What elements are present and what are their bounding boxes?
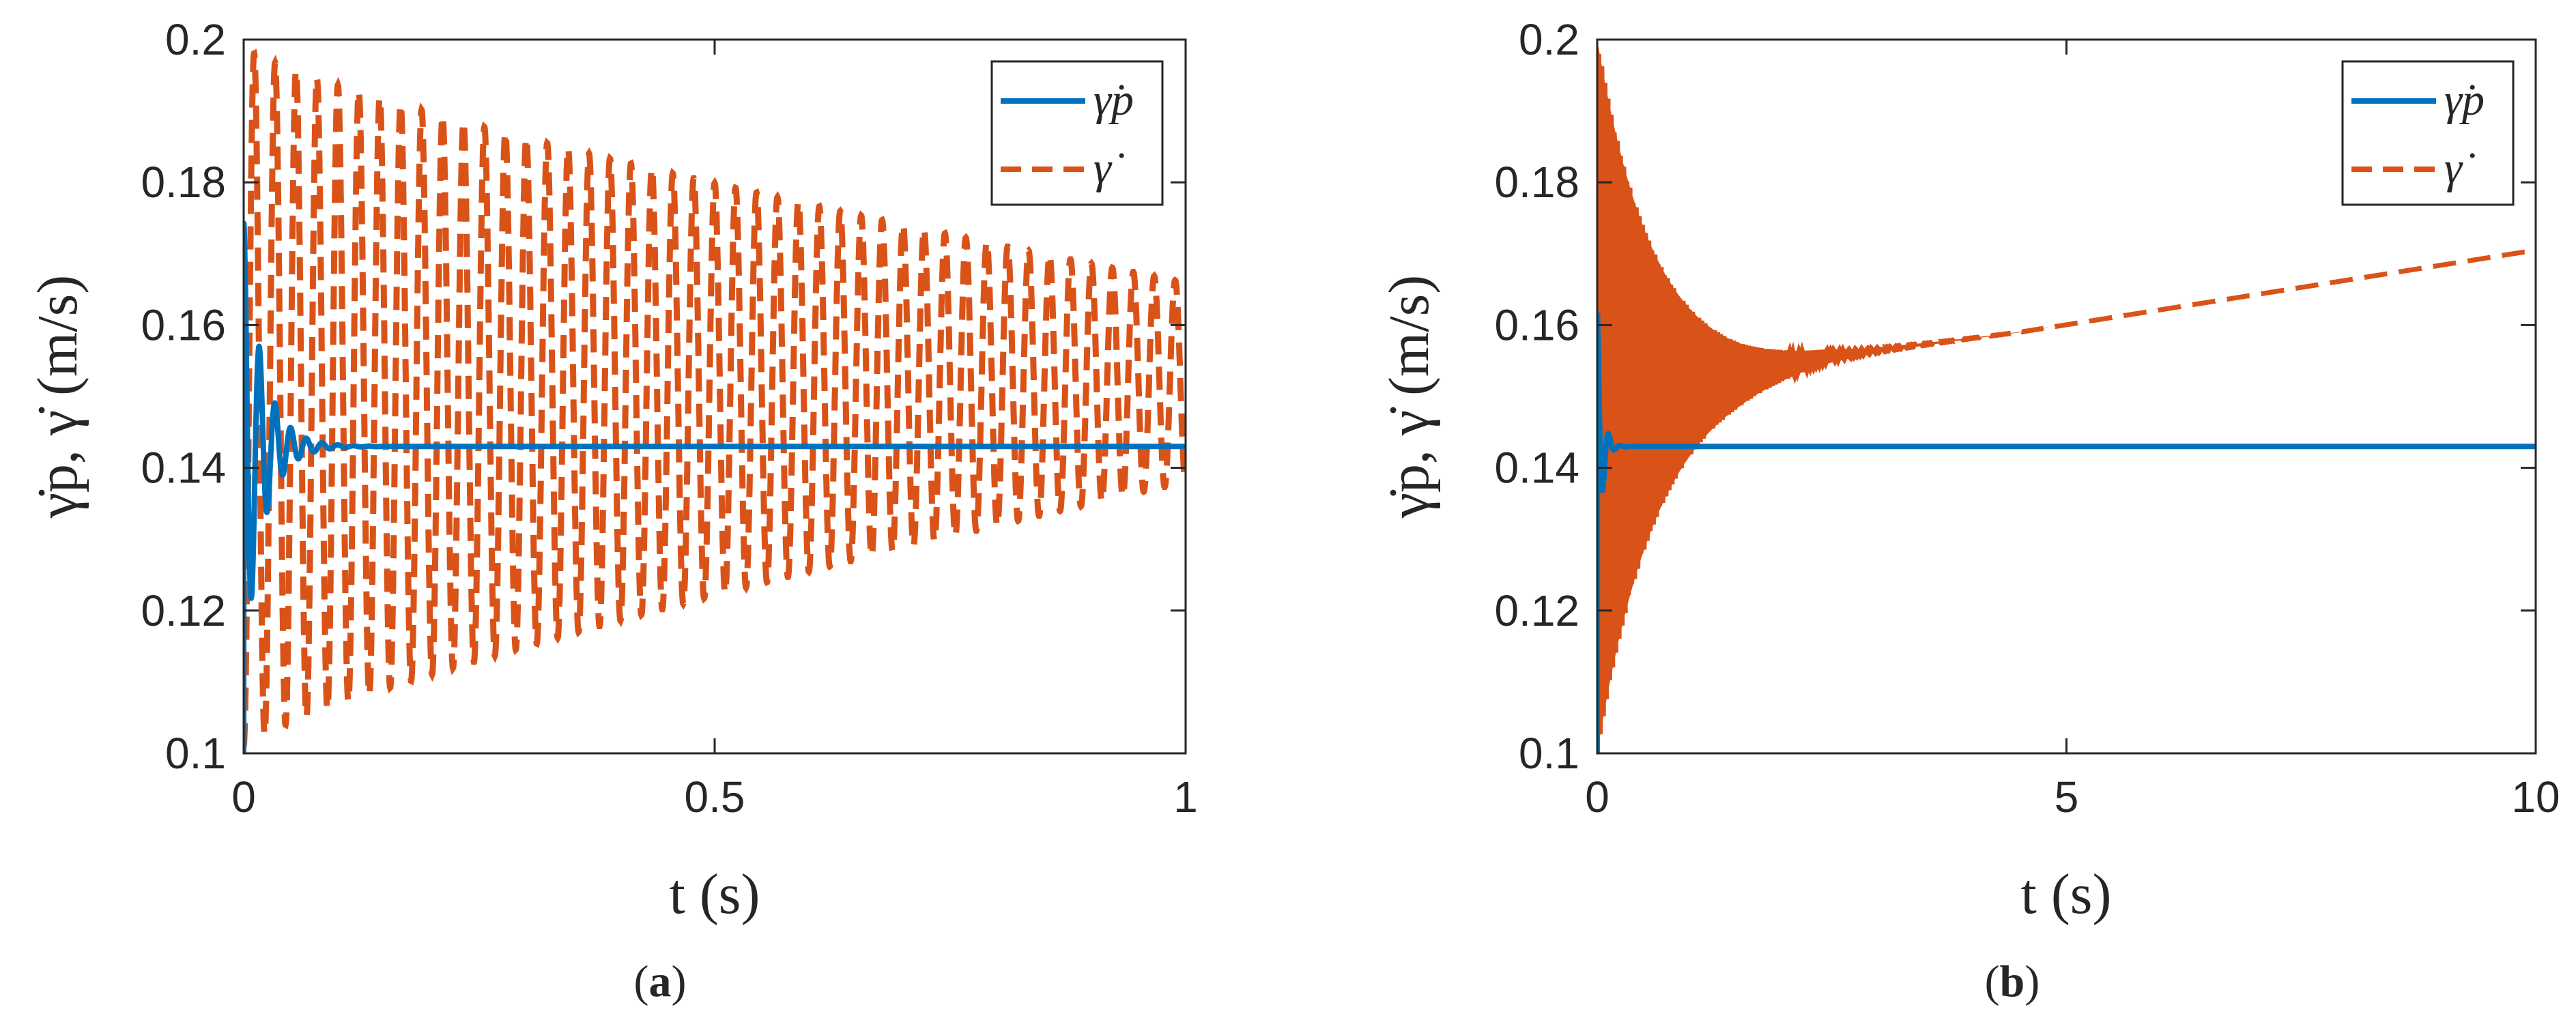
series-gamma-dot-b [1597, 48, 2536, 753]
series-gamma-dot-a [244, 48, 1186, 747]
y-tick-label-a: 0.18 [141, 158, 226, 207]
y-tick-label-b: 0.1 [1519, 729, 1579, 778]
y-axis-label-b: γ̇p, γ̇ (m/s) [1377, 275, 1441, 519]
legend-box-b [2341, 60, 2515, 206]
legend-label-gamma-p-a: γ̇p [1093, 75, 1134, 125]
y-tick-label-a: 0.14 [141, 444, 226, 493]
series-gamma-dot-p-a [244, 220, 1186, 753]
x-tick-label-b: 10 [2511, 772, 2560, 822]
chart-panel-a: 0 0.5 1 0.1 0.12 0.14 0.16 0.18 0.2 γ̇p γ̇ t (s)… [26, 15, 1198, 1006]
legend-label-gamma-p-b: γ̇p [2444, 75, 2485, 125]
chart-panel-b: 0 5 100.10.120.140.160.180.2 γ̇p γ̇ t (s) … [1377, 15, 2560, 1006]
x-tick-label-b: 0 [1585, 772, 1609, 822]
x-tick-label-a: 0 [231, 772, 256, 822]
caption-a: (a) [634, 957, 687, 1006]
y-axis-label-a: γ̇p, γ̇ (m/s) [26, 275, 89, 519]
ticks-b: 0 5 10 0.1 0.12 0.14 0.16 0.18 0.2 [1494, 15, 2560, 822]
series-gamma-dot-band-b [1597, 40, 2048, 753]
series-gamma-dot-p-b [1597, 312, 2536, 753]
y-tick-label-b: 0.18 [1494, 158, 1579, 207]
series-lines-b [1597, 40, 2536, 753]
y-tick-label-b: 0.16 [1494, 300, 1579, 349]
y-tick-label-a: 0.16 [141, 300, 226, 349]
legend-box-a [990, 60, 1164, 206]
x-tick-label-a: 1 [1173, 772, 1198, 822]
y-tick-label-b: 0.14 [1494, 444, 1579, 493]
caption-b: (b) [1985, 957, 2040, 1006]
x-axis-label-b: t (s) [2021, 863, 2112, 926]
x-tick-label-a: 0.5 [685, 772, 745, 822]
y-tick-label-a: 0.2 [165, 15, 226, 64]
y-tick-label-b: 0.12 [1494, 586, 1579, 635]
ticks-a: 0 0.5 1 0.1 0.12 0.14 0.16 0.18 0.2 [141, 15, 1197, 822]
x-tick-label-b: 5 [2055, 772, 2079, 822]
y-tick-label-a: 0.12 [141, 586, 226, 635]
y-tick-label-a: 0.1 [165, 729, 226, 778]
x-axis-label-a: t (s) [670, 863, 760, 926]
legend-a: γ̇p γ̇ [990, 60, 1164, 206]
series-lines-a [244, 48, 1186, 753]
legend-b: γ̇p γ̇ [2341, 60, 2515, 206]
y-tick-label-b: 0.2 [1519, 15, 1579, 64]
